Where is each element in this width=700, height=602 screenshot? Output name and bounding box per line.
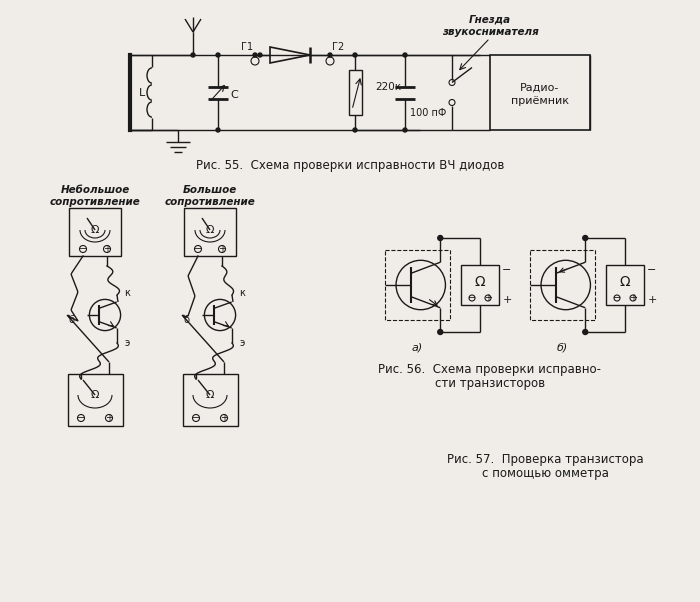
Text: б: б [68, 315, 74, 325]
Text: Г2: Г2 [332, 42, 344, 52]
Text: Рис. 57.  Проверка транзистора: Рис. 57. Проверка транзистора [447, 453, 643, 467]
Text: приёмник: приёмник [511, 96, 569, 105]
Text: −: − [194, 244, 202, 254]
Text: Г1: Г1 [241, 42, 253, 52]
Bar [385, 250, 450, 320]
Text: +: + [484, 293, 492, 303]
Text: б: б [183, 315, 189, 325]
Text: звукоснимателя: звукоснимателя [442, 27, 538, 37]
Text: к: к [239, 288, 245, 298]
Circle shape [253, 53, 257, 57]
Circle shape [353, 128, 357, 132]
Text: −: − [503, 265, 512, 275]
Text: к: к [124, 288, 130, 298]
Text: Ω: Ω [620, 275, 630, 289]
Text: Радио-: Радио- [520, 82, 560, 93]
Text: +: + [218, 244, 226, 254]
Text: Ω: Ω [475, 275, 485, 289]
Text: C: C [230, 90, 238, 99]
Text: э: э [239, 338, 245, 348]
Text: +: + [103, 244, 111, 254]
Circle shape [438, 329, 442, 335]
Text: Ω: Ω [206, 225, 214, 235]
Text: Рис. 56.  Схема проверки исправно-: Рис. 56. Схема проверки исправно- [379, 364, 601, 376]
Circle shape [582, 329, 588, 335]
Text: б): б) [557, 343, 568, 353]
Text: сопротивление: сопротивление [50, 197, 141, 207]
Text: +: + [503, 295, 512, 305]
Bar [530, 250, 595, 320]
Text: Ω: Ω [91, 390, 99, 400]
Bar [183, 374, 237, 426]
Circle shape [403, 53, 407, 57]
Text: −: − [77, 413, 85, 423]
Text: сопротивление: сопротивление [164, 197, 256, 207]
Text: L: L [139, 87, 145, 98]
Circle shape [582, 235, 588, 241]
Circle shape [191, 53, 195, 57]
Text: −: − [648, 265, 657, 275]
Text: −: − [79, 244, 87, 254]
Circle shape [216, 128, 220, 132]
Circle shape [403, 128, 407, 132]
Circle shape [216, 53, 220, 57]
Text: Небольшое: Небольшое [60, 185, 130, 195]
Text: Ω: Ω [91, 225, 99, 235]
Text: а): а) [412, 343, 423, 353]
Text: э: э [125, 338, 130, 348]
Bar [606, 265, 644, 305]
Bar [349, 70, 361, 115]
Text: Ω: Ω [206, 390, 214, 400]
Bar [67, 374, 122, 426]
Bar [184, 208, 236, 256]
Text: −: − [192, 413, 200, 423]
Bar [69, 208, 121, 256]
Circle shape [258, 53, 262, 57]
Text: Рис. 55.  Схема проверки исправности ВЧ диодов: Рис. 55. Схема проверки исправности ВЧ д… [196, 158, 504, 172]
Text: с помощью омметра: с помощью омметра [482, 467, 608, 480]
Bar [461, 265, 499, 305]
Text: Большое: Большое [183, 185, 237, 195]
Text: +: + [220, 413, 228, 423]
Text: сти транзисторов: сти транзисторов [435, 376, 545, 389]
Text: −: − [613, 293, 621, 303]
Text: −: − [468, 293, 476, 303]
Circle shape [353, 53, 357, 57]
Bar [490, 55, 590, 130]
Text: +: + [648, 295, 657, 305]
Circle shape [438, 235, 442, 241]
Circle shape [328, 53, 332, 57]
Text: +: + [629, 293, 637, 303]
Text: 100 пФ: 100 пФ [410, 108, 447, 117]
Text: +: + [105, 413, 113, 423]
Text: Гнезда: Гнезда [469, 15, 511, 25]
Text: 220к: 220к [375, 82, 401, 93]
